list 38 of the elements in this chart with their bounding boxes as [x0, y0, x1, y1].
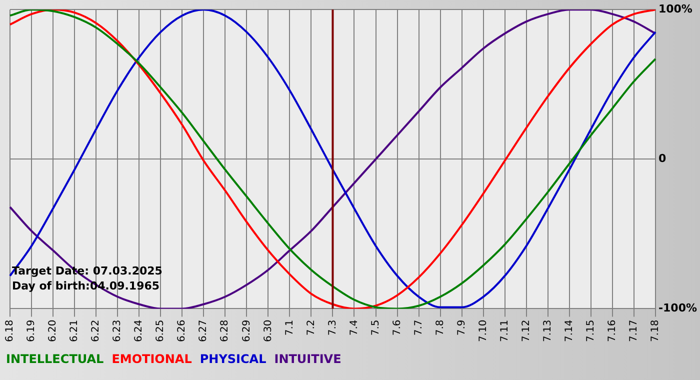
x-tick-label: 7.18	[650, 320, 662, 342]
x-tick-label: 7.9	[456, 320, 468, 336]
y-tick-label: 0	[658, 152, 666, 166]
x-tick-label: 6.20	[48, 320, 59, 342]
x-tick-label: 7.2	[306, 320, 317, 336]
x-tick-label: 6.26	[176, 320, 188, 342]
x-tick-label: 7.13	[542, 320, 554, 342]
x-tick-label: 7.15	[586, 320, 596, 342]
x-tick-label: 6.28	[220, 320, 231, 342]
text: EMOTIONAL	[112, 352, 192, 366]
y-tick-label: 100%	[658, 2, 692, 16]
text: INTELLECTUAL	[6, 352, 104, 366]
x-tick-label: 7.6	[392, 320, 403, 336]
x-tick-label: 7.16	[607, 320, 618, 342]
x-tick-label: 6.24	[134, 320, 145, 342]
text: INTUITIVE	[274, 352, 342, 366]
x-tick-label: 7.1	[284, 320, 296, 336]
x-tick-label: 7.17	[628, 320, 640, 342]
x-tick-label: 6.18	[4, 320, 16, 342]
text: PHYSICAL	[200, 352, 266, 366]
x-tick-label: 6.30	[262, 320, 274, 342]
x-tick-label: 7.14	[564, 320, 575, 342]
x-tick-label: 7.11	[499, 320, 510, 342]
x-tick-label: 6.21	[69, 320, 80, 342]
x-tick-label: 7.4	[348, 320, 360, 336]
x-tick-label: 7.12	[520, 320, 532, 342]
y-tick-label: -100%	[658, 302, 698, 315]
x-tick-label: 6.29	[241, 320, 252, 342]
x-tick-label: 7.3	[327, 320, 338, 336]
x-tick-label: 6.23	[112, 320, 124, 342]
x-tick-label: 7.8	[434, 320, 446, 336]
x-tick-label: 6.22	[90, 320, 102, 342]
x-tick-label: 6.27	[198, 320, 210, 342]
x-tick-label: 6.19	[26, 320, 38, 342]
x-tick-label: 6.25	[155, 320, 166, 342]
x-tick-label: 7.7	[413, 320, 424, 336]
x-tick-label: 7.10	[478, 320, 489, 342]
x-tick-label: 7.5	[370, 320, 382, 336]
